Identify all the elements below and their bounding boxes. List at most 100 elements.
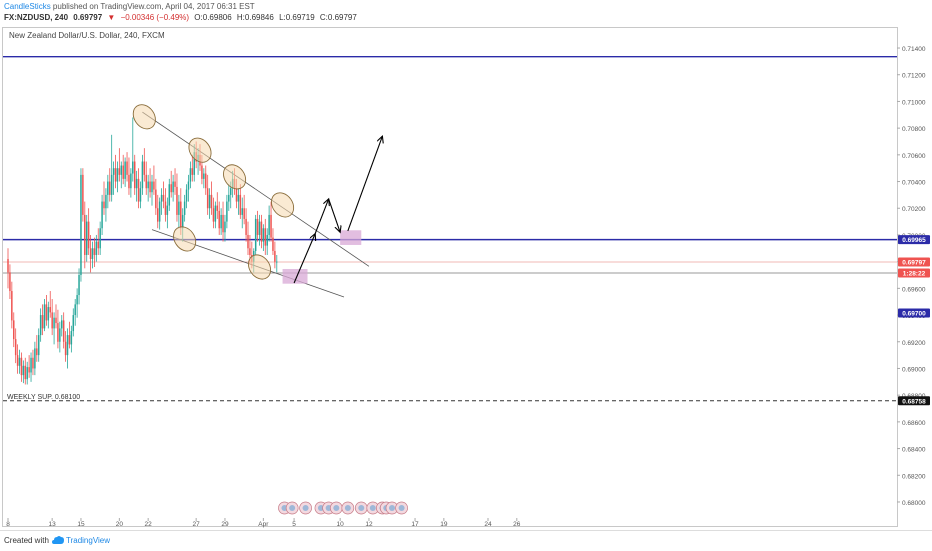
candle (84, 214, 86, 255)
candle (80, 174, 82, 276)
candle (24, 365, 27, 380)
y-tick-label: 0.68400 (902, 447, 926, 454)
candle (62, 320, 65, 342)
low-value: L:0.69719 (279, 13, 315, 22)
highlight-circle (132, 104, 156, 130)
candle (118, 168, 121, 175)
candle (87, 221, 90, 249)
x-tick-label: 13 (49, 521, 57, 528)
highlight-circle (247, 254, 272, 280)
weekly-support-label: WEEKLY SUP. 0.68100 (7, 394, 80, 401)
candle (189, 168, 192, 182)
author-link[interactable]: CandleSticks (4, 2, 51, 11)
candle (157, 208, 159, 222)
candle (13, 320, 15, 340)
candle (166, 205, 169, 215)
candle (243, 208, 245, 219)
price-label: 0.68758 (902, 398, 926, 405)
candle (143, 161, 146, 175)
x-tick-label: 19 (440, 521, 448, 528)
highlight-circle (271, 192, 295, 218)
candle (85, 221, 88, 255)
chart-frame[interactable] (2, 27, 898, 527)
event-flag-icon (281, 505, 288, 511)
candle (82, 174, 84, 215)
candle (45, 304, 48, 321)
publish-line: CandleSticks published on TradingView.co… (4, 2, 255, 11)
candle (241, 208, 243, 215)
y-tick-label: 0.68600 (902, 420, 926, 427)
target-zone (282, 268, 308, 284)
candle (193, 152, 195, 175)
publish-header: CandleSticks published on TradingView.co… (0, 0, 932, 27)
candle (41, 315, 44, 329)
candle (126, 161, 128, 175)
candle (51, 312, 53, 329)
candle (137, 178, 140, 202)
candle (107, 181, 109, 195)
chart-canvas[interactable]: 0.71400 0.71200 0.71000 0.70800 0.70600 0.704… (0, 0, 932, 530)
candle (105, 194, 107, 209)
projection-arrow (347, 136, 383, 232)
candle (208, 194, 211, 209)
candle (53, 317, 55, 329)
candle (18, 357, 21, 366)
candle (176, 186, 178, 215)
candle (128, 174, 130, 189)
candle (37, 335, 40, 356)
change-value: −0.00346 (−0.49%) (120, 13, 190, 22)
candle (103, 201, 105, 209)
candle (180, 201, 182, 229)
candle (158, 201, 161, 222)
candle (247, 234, 249, 249)
candle (214, 205, 217, 222)
x-tick-label: 10 (337, 521, 345, 528)
candle (216, 205, 219, 211)
candle (160, 194, 163, 202)
candle (139, 188, 142, 202)
candle (55, 317, 57, 324)
candle (109, 181, 111, 195)
candle (133, 161, 136, 189)
price-label: 0.69797 (902, 260, 926, 267)
candle (235, 188, 238, 202)
candle (178, 201, 180, 215)
candle (114, 168, 117, 182)
y-tick-label: 0.71400 (902, 46, 926, 53)
x-tick-label: 17 (411, 521, 419, 528)
y-tick-label: 0.70200 (902, 206, 926, 213)
candle (206, 188, 209, 209)
candle (78, 275, 80, 296)
candle (16, 355, 19, 366)
candle (274, 250, 276, 262)
y-tick-label: 0.70400 (902, 180, 926, 187)
candle (9, 272, 11, 292)
candle (187, 181, 190, 190)
x-tick-label: 8 (6, 521, 10, 528)
candle (147, 181, 149, 189)
last-price: 0.69797 (73, 13, 103, 22)
candle (72, 315, 75, 332)
candle (262, 228, 265, 242)
tradingview-link[interactable]: TradingView (66, 536, 111, 545)
event-flag-icon (398, 505, 405, 511)
candle (112, 168, 115, 175)
price-label-box (898, 235, 930, 245)
candle (61, 320, 63, 329)
candle (203, 173, 205, 179)
y-tick-label: 0.71000 (902, 99, 926, 106)
candle (185, 189, 188, 202)
created-with-text: Created with (4, 536, 49, 545)
x-tick-label: 24 (484, 521, 492, 528)
event-flag-icon (333, 505, 340, 511)
trendline (142, 111, 370, 267)
candle (116, 168, 119, 182)
price-label-box (898, 268, 930, 278)
candle (110, 174, 113, 195)
candle (135, 178, 138, 189)
close-value: C:0.69797 (319, 13, 357, 22)
candle (170, 184, 172, 193)
highlight-circle (188, 137, 212, 163)
event-flag-icon (369, 505, 376, 511)
candle (30, 357, 32, 373)
